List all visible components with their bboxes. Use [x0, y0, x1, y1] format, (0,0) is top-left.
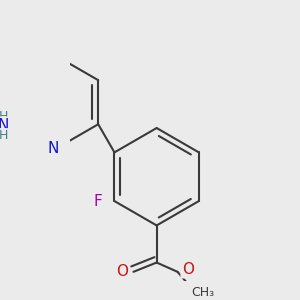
Text: N: N [0, 118, 9, 133]
Text: H: H [0, 129, 8, 142]
Text: N: N [47, 141, 59, 156]
Text: O: O [116, 264, 128, 279]
Text: F: F [94, 194, 103, 208]
Text: O: O [182, 262, 194, 277]
Text: CH₃: CH₃ [191, 286, 214, 299]
Text: H: H [0, 110, 8, 123]
